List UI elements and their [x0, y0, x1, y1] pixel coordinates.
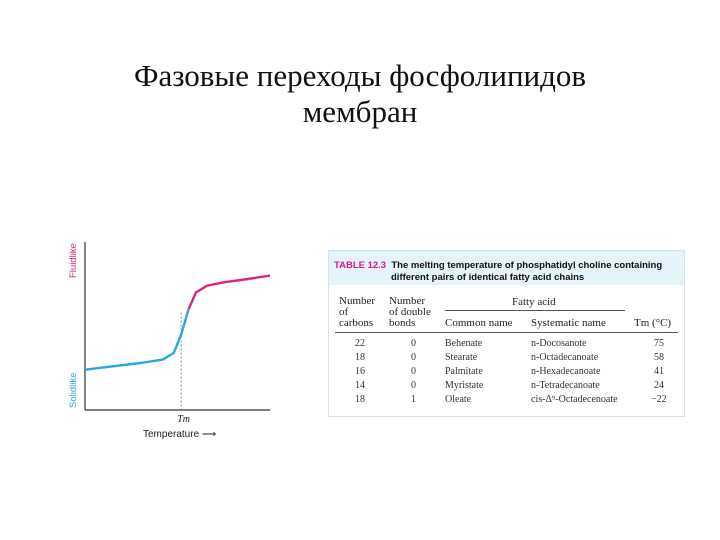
- cell-tm: 58: [654, 352, 664, 363]
- cell-double: 1: [411, 394, 416, 405]
- tm-label: Tm: [177, 414, 190, 425]
- table-number: TABLE 12.3: [334, 260, 387, 271]
- cell-tm: 75: [654, 338, 664, 349]
- table-caption-line2: different pairs of identical fatty acid …: [391, 272, 585, 283]
- y-label-solidlike: Solidlike: [68, 373, 79, 408]
- cell-carbons: 16: [355, 366, 365, 377]
- cell-systematic: n-Tetradecanoate: [531, 380, 600, 391]
- phase-transition-chart: Fluidlike Solidlike Tm Temperature ⟶: [55, 232, 285, 447]
- cell-common: Behenate: [445, 338, 483, 349]
- cell-double: 0: [411, 338, 416, 349]
- cell-systematic: cis-Δ⁹-Octadecenoate: [531, 394, 618, 405]
- header-carbons-1: Number: [339, 295, 376, 307]
- header-carbons-2: of: [339, 306, 349, 318]
- header-double-2: of double: [389, 306, 431, 318]
- slide-title-line1: Фазовые переходы фосфолипидов: [133, 58, 587, 93]
- cell-common: Myristate: [445, 380, 484, 391]
- header-tm: Tm (°C): [634, 317, 672, 329]
- curve-solid-segment: [84, 308, 190, 371]
- header-common-name: Common name: [445, 317, 513, 329]
- chart-svg: Fluidlike Solidlike Tm Temperature ⟶: [68, 242, 271, 440]
- cell-carbons: 14: [355, 380, 365, 391]
- header-rule: [335, 332, 678, 333]
- header-carbons-3: carbons: [339, 317, 374, 329]
- fatty-acid-rule: [445, 310, 625, 311]
- cell-carbons: 18: [355, 394, 365, 405]
- cell-systematic: n-Hexadecanoate: [531, 366, 601, 377]
- table-caption-line1: TABLE 12.3 The melting temperature of ph…: [334, 260, 662, 271]
- header-double-1: Number: [389, 295, 426, 307]
- cell-double: 0: [411, 380, 416, 391]
- x-axis-label: Temperature ⟶: [143, 429, 216, 440]
- cell-common: Palmitate: [445, 366, 483, 377]
- cell-systematic: n-Octadecanoate: [531, 352, 599, 363]
- cell-double: 0: [411, 352, 416, 363]
- header-systematic-name: Systematic name: [531, 317, 606, 329]
- header-fatty-acid: Fatty acid: [512, 296, 556, 308]
- header-double-3: bonds: [389, 317, 416, 329]
- cell-common: Stearate: [445, 352, 478, 363]
- cell-double: 0: [411, 366, 416, 377]
- cell-carbons: 22: [355, 338, 365, 349]
- cell-tm: 24: [654, 380, 664, 391]
- table-caption: TABLE 12.3 The melting temperature of ph…: [329, 251, 684, 285]
- table-caption-text1: The melting temperature of phosphatidyl …: [391, 260, 663, 271]
- cell-common: Oleate: [445, 394, 472, 405]
- y-label-fluidlike: Fluidlike: [68, 243, 79, 278]
- cell-tm: −22: [651, 394, 667, 405]
- cell-tm: 41: [654, 366, 664, 377]
- melting-temperature-table: TABLE 12.3 The melting temperature of ph…: [328, 250, 685, 417]
- curve-fluid-segment: [187, 274, 271, 310]
- cell-systematic: n-Docosanote: [531, 338, 587, 349]
- cell-carbons: 18: [355, 352, 365, 363]
- slide-title: Фазовые переходы фосфолипидов мембран: [0, 58, 720, 130]
- slide-title-line2: мембран: [302, 94, 418, 129]
